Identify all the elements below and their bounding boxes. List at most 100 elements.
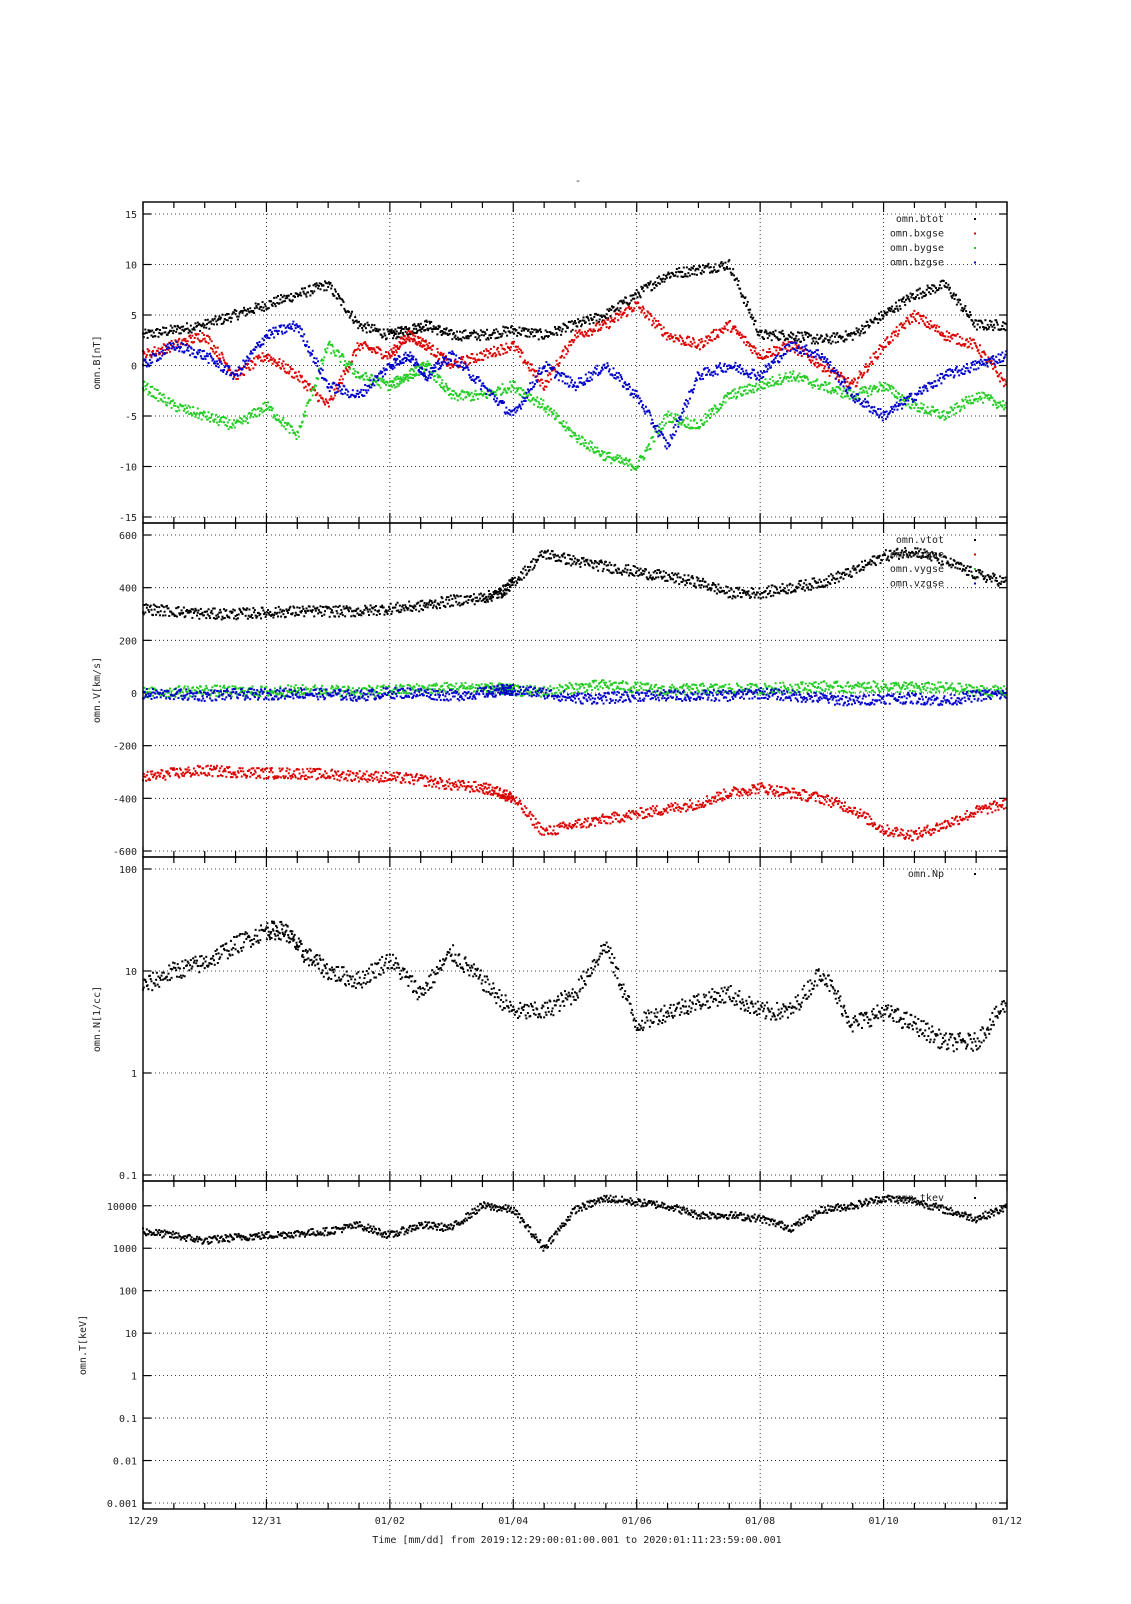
data-point — [830, 392, 832, 394]
data-point — [430, 353, 432, 355]
data-point — [403, 374, 405, 376]
data-point — [303, 333, 305, 335]
data-point — [898, 299, 900, 301]
data-point — [443, 386, 445, 388]
data-point — [531, 364, 533, 366]
data-point — [930, 320, 932, 322]
data-point — [974, 326, 976, 328]
data-point — [690, 420, 692, 422]
data-point — [486, 397, 488, 399]
data-point — [194, 337, 196, 339]
data-point — [775, 349, 777, 351]
data-point — [443, 388, 445, 390]
data-point — [361, 327, 363, 329]
data-point — [520, 387, 522, 389]
data-point — [642, 306, 644, 308]
data-point — [516, 335, 518, 337]
data-point — [662, 278, 664, 280]
data-point — [855, 333, 857, 335]
data-point — [856, 327, 858, 329]
data-point — [275, 305, 277, 307]
data-point — [349, 317, 351, 319]
data-point — [438, 358, 440, 360]
data-point — [895, 302, 897, 304]
data-point — [900, 322, 902, 324]
data-point — [698, 339, 700, 341]
data-point — [183, 607, 185, 609]
data-point — [193, 327, 195, 329]
data-point — [248, 608, 250, 610]
data-point — [383, 332, 385, 334]
data-point — [550, 408, 552, 410]
data-point — [758, 384, 760, 386]
data-point — [912, 313, 914, 315]
data-point — [471, 392, 473, 394]
data-point — [412, 374, 414, 376]
data-point — [434, 370, 436, 372]
data-point — [580, 443, 582, 445]
data-point — [223, 421, 225, 423]
data-point — [684, 342, 686, 344]
data-point — [457, 399, 459, 401]
data-point — [228, 428, 230, 430]
data-point — [660, 324, 662, 326]
data-point — [919, 387, 921, 389]
data-point — [424, 329, 426, 331]
data-point — [927, 321, 929, 323]
data-point — [853, 331, 855, 333]
data-point — [592, 318, 594, 320]
data-point — [520, 408, 522, 410]
data-point — [814, 351, 816, 353]
data-point — [984, 354, 986, 356]
data-point — [297, 431, 299, 433]
data-point — [937, 374, 939, 376]
data-point — [181, 609, 183, 611]
data-point — [208, 362, 210, 364]
data-point — [522, 389, 524, 391]
data-point — [454, 358, 456, 360]
data-point — [333, 389, 335, 391]
data-point — [277, 364, 279, 366]
data-point — [697, 344, 699, 346]
data-point — [312, 350, 314, 352]
data-point — [447, 362, 449, 364]
data-point — [653, 317, 655, 319]
data-point — [255, 409, 257, 411]
data-point — [809, 359, 811, 361]
data-point — [649, 282, 651, 284]
data-point — [738, 366, 740, 368]
data-point — [693, 388, 695, 390]
data-point — [436, 355, 438, 357]
data-point — [208, 328, 210, 330]
data-point — [640, 311, 642, 313]
data-point — [225, 365, 227, 367]
data-point — [947, 336, 949, 338]
data-point — [920, 390, 922, 392]
data-point — [724, 402, 726, 404]
data-point — [279, 298, 281, 300]
data-point — [677, 338, 679, 340]
data-point — [792, 342, 794, 344]
data-point — [246, 313, 248, 315]
data-point — [161, 346, 163, 348]
data-point — [472, 375, 474, 377]
data-point — [559, 327, 561, 329]
data-point — [861, 325, 863, 327]
data-point — [890, 308, 892, 310]
data-point — [832, 341, 834, 343]
data-point — [920, 318, 922, 320]
data-point — [176, 328, 178, 330]
data-point — [337, 293, 339, 295]
data-point — [665, 422, 667, 424]
data-point — [723, 267, 725, 269]
data-point — [922, 407, 924, 409]
data-point — [439, 384, 441, 386]
data-point — [962, 400, 964, 402]
data-point — [871, 390, 873, 392]
data-point — [173, 346, 175, 348]
data-point — [740, 292, 742, 294]
y-tick-label: 600 — [119, 531, 137, 542]
data-point — [490, 348, 492, 350]
data-point — [163, 327, 165, 329]
data-point — [377, 379, 379, 381]
